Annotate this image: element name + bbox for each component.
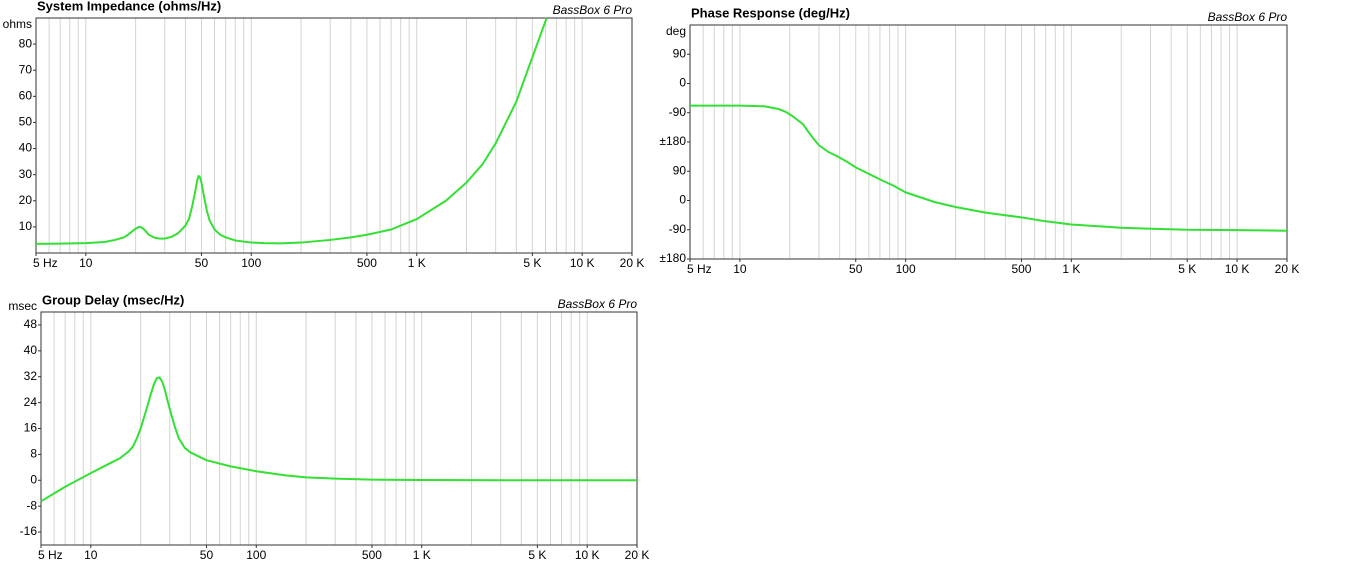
- x-tick-label: 20 K: [620, 256, 645, 270]
- chart-title: System Impedance (ohms/Hz): [37, 0, 221, 13]
- y-unit-label: deg: [666, 24, 686, 38]
- y-tick-label: 30: [19, 167, 33, 181]
- y-tick-label: -90: [669, 222, 687, 236]
- x-tick-label: 10 K: [570, 256, 595, 270]
- x-tick-label: 1 K: [1062, 262, 1080, 276]
- chart-title: Group Delay (msec/Hz): [42, 292, 184, 307]
- x-tick-label: 10 K: [1225, 262, 1250, 276]
- series-line: [35, 17, 548, 245]
- x-tick-label: 5 K: [528, 548, 546, 562]
- y-tick-label: 0: [679, 76, 686, 90]
- x-tick-label: 10 K: [575, 548, 600, 562]
- x-tick-label: 5 Hz: [687, 262, 712, 276]
- x-tick-label: 5 K: [523, 256, 541, 270]
- y-tick-label: 70: [19, 62, 33, 76]
- y-tick-label: 0: [679, 193, 686, 207]
- y-tick-label: 60: [19, 89, 33, 103]
- y-tick-label: 40: [24, 343, 38, 357]
- x-tick-label: 50: [849, 262, 863, 276]
- y-tick-label: 80: [19, 36, 33, 50]
- y-tick-label: 40: [19, 141, 33, 155]
- x-tick-label: 100: [241, 256, 261, 270]
- y-unit-label: msec: [8, 299, 37, 313]
- plot-frame: [35, 17, 633, 254]
- x-tick-label: 10: [79, 256, 93, 270]
- y-tick-label: 90: [673, 163, 687, 177]
- y-tick-label: -16: [20, 524, 38, 538]
- brand-annotation: BassBox 6 Pro: [1208, 10, 1288, 24]
- y-tick-label: -90: [669, 105, 687, 119]
- y-tick-label: 48: [24, 317, 38, 331]
- y-tick-label: 20: [19, 193, 33, 207]
- y-tick-label: 16: [24, 421, 38, 435]
- y-tick-label: -8: [26, 498, 37, 512]
- series-line: [40, 376, 637, 503]
- plot-frame: [40, 311, 638, 546]
- x-tick-label: 500: [1011, 262, 1031, 276]
- x-tick-label: 100: [246, 548, 266, 562]
- x-tick-label: 20 K: [625, 548, 650, 562]
- x-tick-label: 20 K: [1275, 262, 1300, 276]
- y-tick-label: 32: [24, 369, 38, 383]
- x-tick-label: 5 Hz: [33, 256, 58, 270]
- x-tick-label: 5 Hz: [38, 548, 63, 562]
- x-tick-label: 50: [200, 548, 214, 562]
- plot-frame: [689, 24, 1288, 260]
- y-tick-label: ±180: [659, 134, 686, 148]
- x-tick-label: 1 K: [413, 548, 431, 562]
- y-tick-label: 90: [673, 46, 687, 60]
- x-tick-label: 50: [195, 256, 209, 270]
- y-tick-label: 24: [24, 395, 38, 409]
- x-tick-label: 1 K: [408, 256, 426, 270]
- y-tick-label: 8: [30, 447, 37, 461]
- x-tick-label: 500: [362, 548, 382, 562]
- brand-annotation: BassBox 6 Pro: [553, 3, 633, 17]
- x-tick-label: 5 K: [1178, 262, 1196, 276]
- x-tick-label: 10: [733, 262, 747, 276]
- y-unit-label: ohms: [3, 17, 32, 31]
- chart-title: Phase Response (deg/Hz): [691, 5, 850, 20]
- x-tick-label: 100: [896, 262, 916, 276]
- x-tick-label: 10: [84, 548, 98, 562]
- series-line: [690, 104, 1288, 232]
- y-tick-label: 0: [30, 472, 37, 486]
- y-tick-label: 50: [19, 115, 33, 129]
- x-tick-label: 500: [357, 256, 377, 270]
- y-tick-label: 10: [19, 219, 33, 233]
- brand-annotation: BassBox 6 Pro: [558, 297, 638, 311]
- y-tick-label: ±180: [659, 251, 686, 265]
